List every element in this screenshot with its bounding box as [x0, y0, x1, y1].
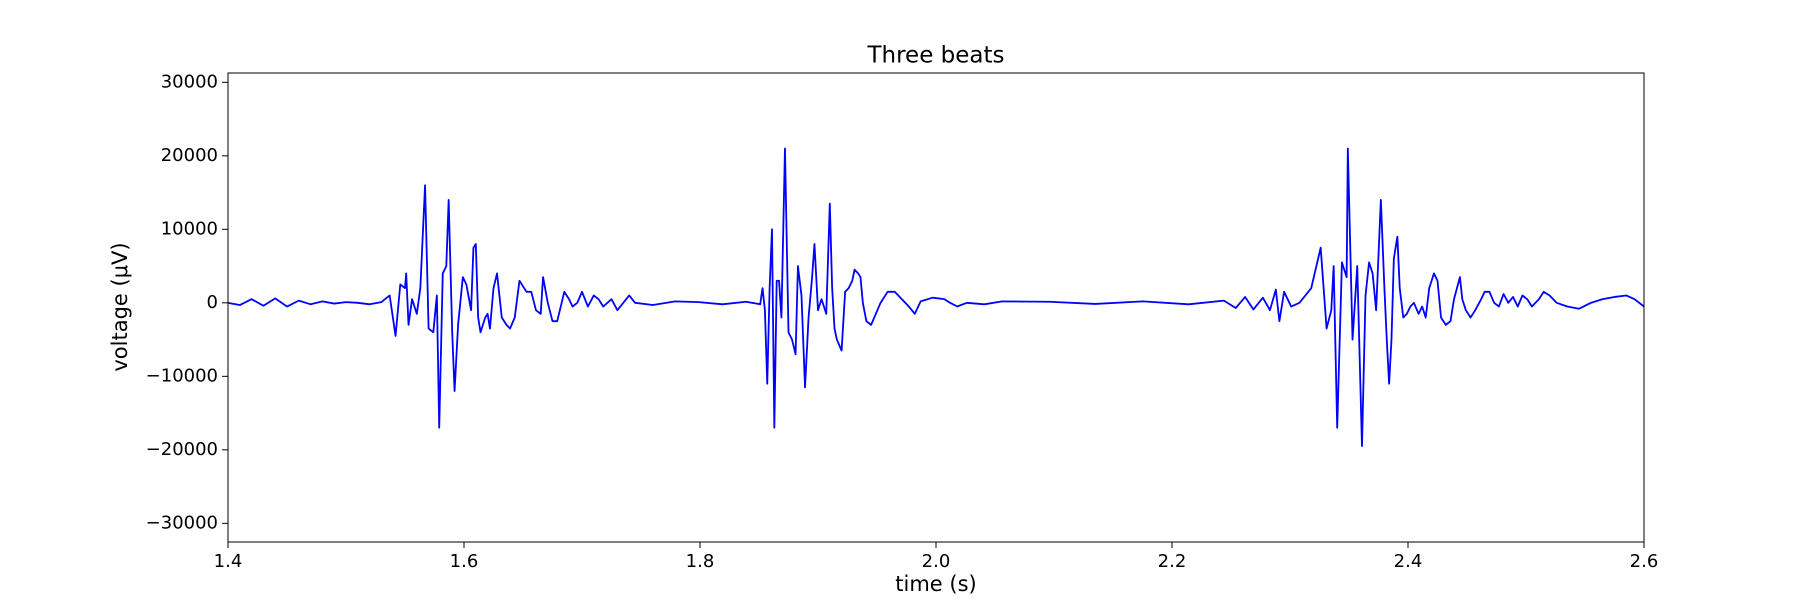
- x-tick-label: 1.6: [450, 551, 479, 572]
- y-tick-label: −20000: [146, 439, 218, 460]
- x-tick-label: 2.6: [1630, 551, 1659, 572]
- x-axis-label: time (s): [895, 572, 976, 596]
- x-tick-label: 2.2: [1158, 551, 1187, 572]
- x-tick-label: 1.4: [214, 551, 243, 572]
- chart-title: Three beats: [866, 43, 1004, 69]
- plot-frame: [227, 72, 1645, 543]
- y-tick-label: −30000: [146, 512, 218, 533]
- x-tick-label: 1.8: [686, 551, 715, 572]
- y-tick-label: 20000: [161, 145, 218, 166]
- y-tick-label: 10000: [161, 218, 218, 239]
- data-line: [227, 147, 1645, 448]
- x-tick-label: 2.0: [922, 551, 951, 572]
- y-tick-label: 30000: [161, 71, 218, 92]
- y-tick-label: 0: [207, 292, 218, 313]
- y-tick-label: −10000: [146, 365, 218, 386]
- x-tick-label: 2.4: [1394, 551, 1423, 572]
- y-axis-label: voltage (μV): [108, 242, 132, 371]
